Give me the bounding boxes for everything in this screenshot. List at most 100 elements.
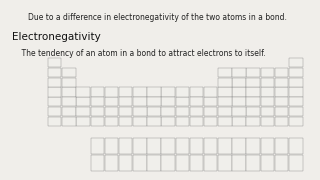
Bar xyxy=(261,155,274,171)
Bar xyxy=(76,107,90,116)
Bar xyxy=(275,97,288,106)
Bar xyxy=(161,87,175,97)
Bar xyxy=(133,87,147,97)
Bar xyxy=(161,155,175,171)
Bar xyxy=(289,58,302,67)
Bar xyxy=(218,117,232,126)
Bar xyxy=(275,107,288,116)
Bar xyxy=(246,107,260,116)
Bar xyxy=(119,155,132,171)
Bar xyxy=(133,117,147,126)
Text: Due to a difference in electronegativity of the two atoms in a bond.: Due to a difference in electronegativity… xyxy=(28,13,287,22)
Bar xyxy=(176,107,189,116)
Bar xyxy=(204,117,217,126)
Bar xyxy=(261,107,274,116)
Bar xyxy=(204,155,217,171)
Bar xyxy=(275,78,288,87)
Bar xyxy=(147,97,161,106)
Bar xyxy=(48,87,61,97)
Bar xyxy=(91,138,104,154)
Bar xyxy=(161,107,175,116)
Bar xyxy=(105,117,118,126)
Text: The tendency of an atom in a bond to attract electrons to itself.: The tendency of an atom in a bond to att… xyxy=(12,49,265,58)
Bar xyxy=(62,117,76,126)
Bar xyxy=(48,117,61,126)
Bar xyxy=(218,138,232,154)
Bar xyxy=(275,155,288,171)
Bar xyxy=(218,107,232,116)
Bar xyxy=(232,117,246,126)
Bar xyxy=(190,117,203,126)
Bar xyxy=(232,138,246,154)
Bar xyxy=(176,155,189,171)
Bar xyxy=(176,138,189,154)
Text: Electronegativity: Electronegativity xyxy=(12,32,100,42)
Bar xyxy=(261,68,274,77)
Bar xyxy=(62,87,76,97)
Bar xyxy=(105,155,118,171)
Bar xyxy=(119,117,132,126)
Bar xyxy=(133,97,147,106)
Bar xyxy=(275,68,288,77)
Bar xyxy=(91,87,104,97)
Bar xyxy=(246,138,260,154)
Bar xyxy=(289,97,302,106)
Bar xyxy=(218,87,232,97)
Bar xyxy=(261,87,274,97)
Bar xyxy=(232,97,246,106)
Bar xyxy=(105,107,118,116)
Bar xyxy=(190,138,203,154)
Bar xyxy=(62,97,76,106)
Bar xyxy=(48,68,61,77)
Bar xyxy=(289,117,302,126)
Bar xyxy=(119,138,132,154)
Bar xyxy=(218,97,232,106)
Bar xyxy=(246,117,260,126)
Bar xyxy=(289,107,302,116)
Bar xyxy=(232,87,246,97)
Bar xyxy=(246,155,260,171)
Bar xyxy=(246,87,260,97)
Bar xyxy=(48,107,61,116)
Bar xyxy=(105,97,118,106)
Bar xyxy=(289,68,302,77)
Bar xyxy=(147,117,161,126)
Bar xyxy=(105,87,118,97)
Bar xyxy=(76,87,90,97)
Bar xyxy=(204,97,217,106)
Bar xyxy=(62,107,76,116)
Bar xyxy=(48,78,61,87)
Bar xyxy=(119,97,132,106)
Bar xyxy=(147,138,161,154)
Bar xyxy=(232,78,246,87)
Bar xyxy=(76,117,90,126)
Bar xyxy=(161,97,175,106)
Bar xyxy=(246,78,260,87)
Bar xyxy=(147,87,161,97)
Bar xyxy=(204,87,217,97)
Bar xyxy=(204,107,217,116)
Bar xyxy=(289,138,302,154)
Bar xyxy=(275,138,288,154)
Bar xyxy=(62,78,76,87)
Bar xyxy=(91,97,104,106)
Bar xyxy=(275,87,288,97)
Bar xyxy=(105,138,118,154)
Bar xyxy=(190,87,203,97)
Bar xyxy=(119,107,132,116)
Bar xyxy=(48,58,61,67)
Bar xyxy=(147,107,161,116)
Bar xyxy=(161,138,175,154)
Bar xyxy=(119,87,132,97)
Bar xyxy=(91,107,104,116)
Bar xyxy=(232,68,246,77)
Bar xyxy=(62,68,76,77)
Bar xyxy=(218,78,232,87)
Bar xyxy=(289,87,302,97)
Bar xyxy=(246,68,260,77)
Bar xyxy=(161,117,175,126)
Bar xyxy=(232,107,246,116)
Bar xyxy=(176,117,189,126)
Bar xyxy=(133,155,147,171)
Bar xyxy=(133,107,147,116)
